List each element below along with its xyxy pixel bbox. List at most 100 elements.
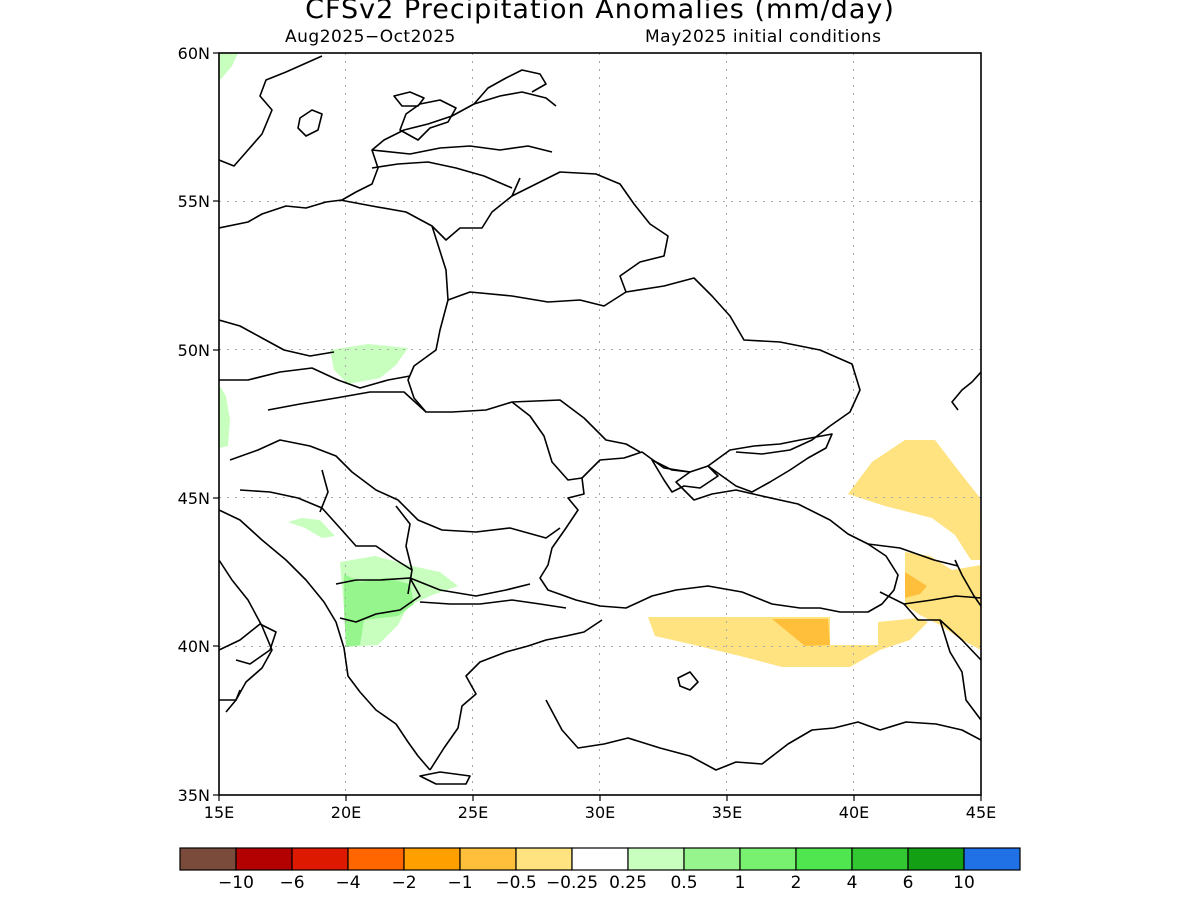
- colorbar-swatch: [907, 847, 965, 871]
- map-title: CFSv2 Precipitation Anomalies (mm/day): [305, 0, 895, 25]
- crete-island: [419, 771, 471, 785]
- colorbar-label: 0.25: [609, 873, 647, 893]
- longitude-labels: 15E 20E 25E 30E 35E 40E 45E: [204, 803, 996, 822]
- anomaly-orange-georgia: [905, 572, 927, 598]
- colorbar-label: 1: [735, 873, 746, 893]
- saaremaa: [393, 91, 425, 107]
- border-line: [339, 177, 521, 241]
- lon-label: 20E: [331, 803, 361, 822]
- border-line: [511, 399, 641, 453]
- colorbar-swatch: [739, 847, 797, 871]
- cyprus: [677, 671, 699, 691]
- adriatic-coast: [219, 509, 431, 771]
- lat-label: 50N: [178, 341, 210, 360]
- border-line: [419, 599, 567, 609]
- lat-label: 55N: [178, 192, 210, 211]
- grid-lines: [219, 53, 981, 795]
- colorbar-label: −6: [279, 873, 304, 893]
- lat-label: 45N: [178, 489, 210, 508]
- border-line: [511, 171, 669, 293]
- aegean-coast: [429, 619, 603, 771]
- border-line: [371, 145, 553, 155]
- border-line: [879, 721, 981, 741]
- colorbar-label: −0.25: [546, 873, 598, 893]
- colorbar-label: −2: [391, 873, 416, 893]
- coastlines-borders: [219, 55, 981, 785]
- colorbar-label: −1: [447, 873, 472, 893]
- turkey-south-coast: [545, 699, 881, 771]
- lon-label: 30E: [585, 803, 615, 822]
- gulf-of-riga: [399, 99, 457, 141]
- border-line: [371, 161, 513, 189]
- colorbar-swatch: [347, 847, 405, 871]
- border-line: [319, 469, 329, 513]
- anomaly-yellow-georgia: [905, 552, 981, 650]
- latitude-labels: 60N 55N 50N 45N 40N 35N: [178, 44, 210, 805]
- anomaly-light-green-croatia: [288, 518, 335, 538]
- black-sea-coast: [539, 451, 899, 613]
- lon-label: 45E: [966, 803, 996, 822]
- anomaly-light-green-northwest: [219, 53, 238, 80]
- forecast-period: Aug2025−Oct2025: [285, 27, 456, 47]
- map-frame: [218, 52, 982, 796]
- border-line: [939, 619, 981, 721]
- caspian-north: [951, 371, 981, 411]
- border-line: [409, 577, 531, 597]
- lat-label: 60N: [178, 44, 210, 63]
- colorbar-swatch: [515, 847, 573, 871]
- anomaly-orange-turkey: [772, 619, 830, 646]
- border-line: [735, 425, 831, 455]
- colorbar-swatch: [571, 847, 629, 871]
- crimea-coast: [651, 459, 719, 493]
- border-line: [407, 225, 449, 413]
- colorbar-label: 0.5: [670, 873, 697, 893]
- colorbar-swatch: [851, 847, 909, 871]
- border-line: [219, 319, 335, 357]
- sea-of-azov-coast: [707, 433, 833, 493]
- baltic-coast: [219, 69, 547, 229]
- border-line: [229, 439, 561, 539]
- border-line: [867, 543, 959, 567]
- gotland: [297, 109, 323, 137]
- colorbar-labels: −10 −6 −4 −2 −1 −0.5 −0.25 0.25 0.5 1 2 4 6 10: [218, 873, 975, 893]
- axis-ticks: [213, 52, 982, 801]
- colorbar-swatch: [683, 847, 741, 871]
- anomaly-yellow-caucasus: [848, 440, 981, 560]
- border-line: [219, 623, 277, 665]
- lon-label: 15E: [204, 803, 234, 822]
- colorbar-label: −4: [335, 873, 360, 893]
- colorbar-swatch: [963, 847, 1021, 871]
- colorbar-label: 2: [791, 873, 802, 893]
- border-line: [267, 391, 513, 413]
- lon-label: 25E: [458, 803, 488, 822]
- colorbar-swatch: [291, 847, 349, 871]
- anomaly-light-green-austria: [219, 385, 230, 448]
- anomaly-light-green-slovakia: [330, 344, 408, 384]
- colorbar-swatch: [179, 847, 237, 871]
- colorbar-swatch: [459, 847, 517, 871]
- colorbar-label: −10: [218, 873, 254, 893]
- sweden-coast: [219, 55, 323, 167]
- initial-conditions: May2025 initial conditions: [645, 27, 882, 47]
- border-line: [879, 591, 981, 605]
- anomaly-green-macedonia: [344, 574, 414, 647]
- border-line: [219, 689, 241, 701]
- border-line: [219, 367, 411, 389]
- anomaly-layer: [219, 53, 981, 667]
- colorbar-swatch: [403, 847, 461, 871]
- italy-coast: [219, 559, 273, 713]
- border-line: [447, 277, 861, 427]
- colorbar-swatch: [235, 847, 293, 871]
- border-line: [335, 577, 421, 623]
- colorbar-label: −0.5: [495, 873, 536, 893]
- lon-label: 35E: [712, 803, 742, 822]
- border-line: [239, 489, 413, 571]
- colorbar-label: 6: [903, 873, 914, 893]
- gulf-of-finland: [473, 91, 557, 107]
- colorbar: [179, 847, 1021, 871]
- caspian-coast: [954, 559, 981, 607]
- lat-label: 40N: [178, 637, 210, 656]
- colorbar-label: 10: [953, 873, 975, 893]
- colorbar-label: 4: [847, 873, 858, 893]
